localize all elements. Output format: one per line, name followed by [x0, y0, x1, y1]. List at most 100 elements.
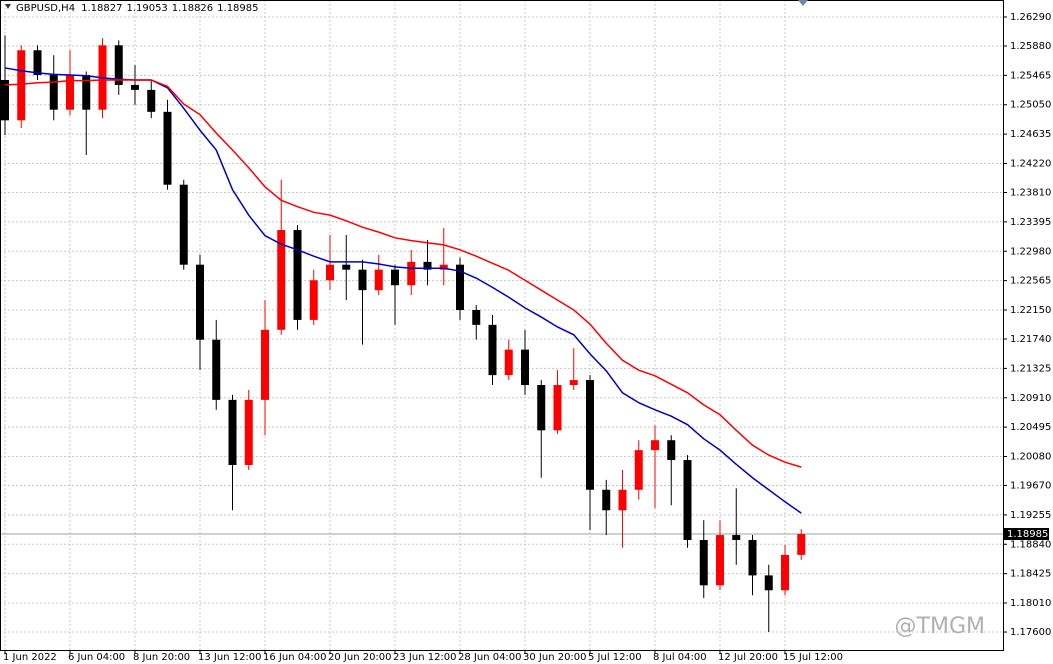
plot — [1, 35, 806, 633]
candle-body — [293, 230, 302, 320]
candle-body — [147, 89, 156, 112]
candle-body — [423, 261, 432, 270]
candle-body — [504, 349, 513, 376]
candle-body — [179, 184, 188, 265]
y-tick-label: 1.25880 — [1010, 41, 1051, 52]
candle-body — [488, 324, 497, 376]
candle-body — [49, 75, 58, 110]
x-tick-label: 12 Jul 20:00 — [718, 652, 778, 663]
candle-body — [277, 230, 286, 330]
candle-body — [342, 264, 351, 270]
x-tick-label: 5 Jul 12:00 — [588, 652, 642, 663]
candle-body — [472, 309, 481, 325]
candle-body — [537, 385, 546, 431]
candle-body — [699, 540, 708, 586]
y-tick-label: 1.19255 — [1010, 510, 1051, 521]
candle-body — [797, 533, 806, 555]
y-tick-label: 1.22980 — [1010, 246, 1051, 257]
candle-body — [1, 79, 9, 121]
x-tick-label: 8 Jul 04:00 — [653, 652, 707, 663]
candle-body — [764, 575, 773, 591]
header-open: 1.18827 — [81, 3, 122, 14]
candle-body — [66, 75, 74, 110]
y-tick-label: 1.18840 — [1010, 539, 1051, 550]
candle-body — [456, 264, 464, 310]
y-tick-label: 1.24220 — [1010, 158, 1051, 169]
shift-marker — [798, 0, 808, 6]
candle-body — [163, 111, 172, 185]
y-tick-label: 1.18425 — [1010, 569, 1051, 580]
current-price-label: 1.18985 — [1007, 529, 1048, 540]
x-tick-label: 13 Jun 12:00 — [198, 652, 262, 663]
x-tick-label: 20 Jun 20:00 — [328, 652, 392, 663]
x-tick-label: 15 Jul 12:00 — [783, 652, 843, 663]
candle-body — [618, 489, 627, 511]
x-tick-label: 6 Jun 04:00 — [68, 652, 125, 663]
x-tick-label: 16 Jun 04:00 — [263, 652, 327, 663]
y-tick-label: 1.23395 — [1010, 217, 1051, 228]
candle-body — [602, 489, 611, 511]
candle-body — [569, 380, 578, 386]
header-close: 1.18985 — [217, 3, 258, 14]
candle-body — [781, 554, 789, 591]
candle-body — [586, 380, 594, 490]
y-tick-label: 1.20495 — [1010, 422, 1051, 433]
candle-body — [716, 535, 724, 586]
current-price-tag — [1003, 527, 1049, 540]
y-tick-label: 1.25465 — [1010, 70, 1051, 81]
candle-body — [261, 329, 269, 400]
candle-body — [114, 45, 123, 85]
candle-body — [651, 440, 659, 451]
candle-body — [17, 50, 26, 121]
candle-body — [391, 269, 399, 286]
candle-body — [748, 540, 757, 576]
header-low: 1.18826 — [172, 3, 213, 14]
plot-frame — [0, 0, 1004, 651]
header-high: 1.19053 — [126, 3, 167, 14]
candle-body — [228, 399, 237, 465]
candle-body — [212, 339, 221, 400]
candle-body — [374, 269, 383, 291]
candle-body — [439, 264, 448, 270]
y-tick-label: 1.21740 — [1010, 334, 1051, 345]
x-tick-label: 28 Jun 04:00 — [458, 652, 522, 663]
candle-body — [244, 399, 253, 465]
y-tick-label: 1.17600 — [1010, 627, 1051, 638]
candle-body — [553, 385, 562, 431]
candle-body — [131, 84, 139, 90]
y-tick-label: 1.18010 — [1010, 598, 1051, 609]
y-tick-label: 1.25050 — [1010, 100, 1051, 111]
y-tick-label: 1.19670 — [1010, 481, 1051, 492]
y-tick-label: 1.23810 — [1010, 188, 1051, 199]
y-tick-label: 1.22565 — [1010, 276, 1051, 287]
candle-body — [358, 269, 367, 291]
candle-body — [732, 535, 741, 541]
candle-body — [326, 264, 334, 281]
candle-body — [196, 264, 204, 340]
chart-header: GBPUSD,H4 1.18827 1.19053 1.18826 1.18985 — [16, 3, 259, 14]
y-tick-label: 1.22150 — [1010, 305, 1051, 316]
candle-body — [407, 261, 416, 286]
x-tick-label: 23 Jun 12:00 — [393, 652, 457, 663]
candle-body — [33, 50, 42, 76]
candle-body — [667, 440, 676, 461]
candle-body — [521, 349, 529, 386]
symbol-icon — [5, 4, 11, 9]
x-tick-label: 1 Jun 2022 — [3, 652, 57, 663]
x-tick-label: 30 Jun 20:00 — [523, 652, 587, 663]
candle-body — [683, 460, 692, 541]
y-tick-label: 1.26290 — [1010, 12, 1051, 23]
candle-body — [634, 450, 643, 490]
y-tick-label: 1.21325 — [1010, 363, 1051, 374]
y-tick-label: 1.24635 — [1010, 129, 1051, 140]
moving-average-line — [4, 79, 802, 468]
candle-body — [309, 280, 318, 320]
grid — [0, 0, 1003, 650]
watermark: @TMGM — [895, 614, 985, 639]
x-tick-label: 8 Jun 20:00 — [133, 652, 190, 663]
y-tick-label: 1.20910 — [1010, 393, 1051, 404]
y-tick-label: 1.20080 — [1010, 452, 1051, 463]
candle-body — [82, 75, 91, 110]
